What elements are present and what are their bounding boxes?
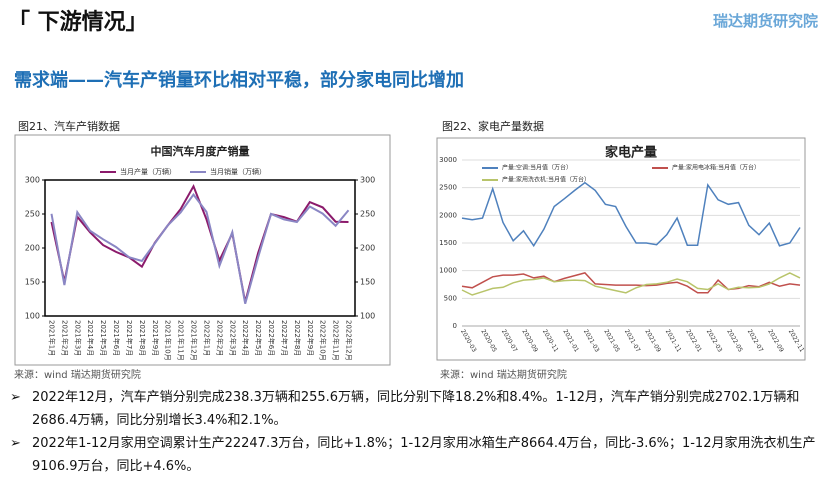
x-tick-label: 2022年2月	[215, 320, 224, 356]
x-tick-label: 2022年6月	[267, 320, 276, 356]
chart-title: 家电产量	[605, 145, 657, 161]
x-tick-label: 2021年10月	[164, 320, 173, 361]
data-line	[461, 181, 801, 248]
legend-label: 产量:家用电冰箱:当月值（万台）	[672, 164, 760, 172]
x-tick-label: 2021年7月	[125, 320, 134, 356]
slide-title: 「 下游情况」	[8, 10, 148, 35]
x-tick-label: 2022年3月	[228, 320, 237, 356]
x-tick-label: 2021年11月	[177, 320, 186, 361]
chart-title: 中国汽车月度产销量	[151, 144, 250, 158]
data-line	[50, 192, 350, 304]
y2-tick-label: 150	[360, 278, 375, 287]
source: 来源：wind 瑞达期货研究院	[14, 370, 141, 381]
x-tick-label: 2021年4月	[86, 320, 95, 356]
y-tick-label: 0	[453, 322, 457, 330]
legend-label: 产量:空调:当月值（万台）	[502, 164, 572, 172]
legend-label: 当月销量（万辆）	[210, 167, 266, 176]
x-tick-label: 2022年12月	[345, 320, 354, 361]
y2-tick-label: 100	[360, 312, 375, 321]
x-tick-label: 2022年5月	[254, 320, 263, 356]
legend-label: 产量:家用洗衣机:当月值（万台）	[502, 176, 590, 184]
y2-tick-label: 250	[360, 210, 375, 219]
data-line	[461, 272, 801, 296]
bullets: 2022年12月，汽车产销分别完成238.3万辆和255.6万辆，同比分别下降1…	[10, 386, 820, 478]
x-tick-label: 2021年2月	[60, 320, 69, 356]
y-tick-label: 200	[25, 244, 40, 253]
x-tick-label: 2022年9月	[306, 320, 315, 356]
y-tick-label: 150	[25, 278, 40, 287]
plot-frame	[44, 179, 356, 317]
figure-caption: 图22、家电产量数据	[442, 120, 544, 133]
headline: 需求端——汽车产销量环比相对平稳，部分家电同比增加	[14, 70, 464, 91]
x-tick-label: 2021年1月	[47, 320, 56, 356]
logo: 瑞达期货研究院	[712, 12, 818, 30]
y-tick-label: 3000	[439, 156, 457, 164]
x-tick-label: 2021年9月	[151, 320, 160, 356]
y-tick-label: 2500	[439, 184, 457, 192]
x-tick-label: 2021年5月	[99, 320, 108, 356]
y-tick-label: 1000	[439, 267, 457, 275]
y-tick-label: 500	[444, 294, 457, 302]
figure-caption: 图21、汽车产销数据	[18, 120, 120, 133]
x-tick-label: 2021年8月	[138, 320, 147, 356]
bullet: 2022年1-12月家用空调累计生产22247.3万台，同比+1.8%；1-12…	[10, 432, 820, 478]
x-tick-label: 2021年6月	[112, 320, 121, 356]
y-tick-label: 2000	[439, 211, 457, 219]
x-tick-label: 2022年1月	[202, 320, 211, 356]
legend-label: 当月产量（万辆）	[120, 167, 176, 176]
bullet: 2022年12月，汽车产销分别完成238.3万辆和255.6万辆，同比分别下降1…	[10, 386, 820, 432]
chart-frame	[436, 137, 806, 361]
x-tick-label: 2021年12月	[190, 320, 199, 361]
x-tick-label: 2022年4月	[241, 320, 250, 356]
x-tick-label: 2022年11月	[332, 320, 341, 361]
y2-tick-label: 200	[360, 244, 375, 253]
y-tick-label: 250	[25, 210, 40, 219]
chart: 中国汽车月度产销量 100 150 200 250 300 100 150 200 250 300 2…	[14, 134, 391, 366]
x-tick-label: 2022年8月	[293, 320, 302, 356]
y-tick-label: 300	[25, 176, 40, 185]
y2-tick-label: 300	[360, 176, 375, 185]
y-tick-label: 1500	[439, 239, 457, 247]
x-tick-label: 2022年10月	[319, 320, 328, 361]
chart-frame	[14, 134, 391, 366]
source: 来源：wind 瑞达期货研究院	[440, 370, 567, 381]
y-tick-label: 100	[25, 312, 40, 321]
x-tick-label: 2022年7月	[280, 320, 289, 356]
x-tick-label: 2021年3月	[73, 320, 82, 356]
